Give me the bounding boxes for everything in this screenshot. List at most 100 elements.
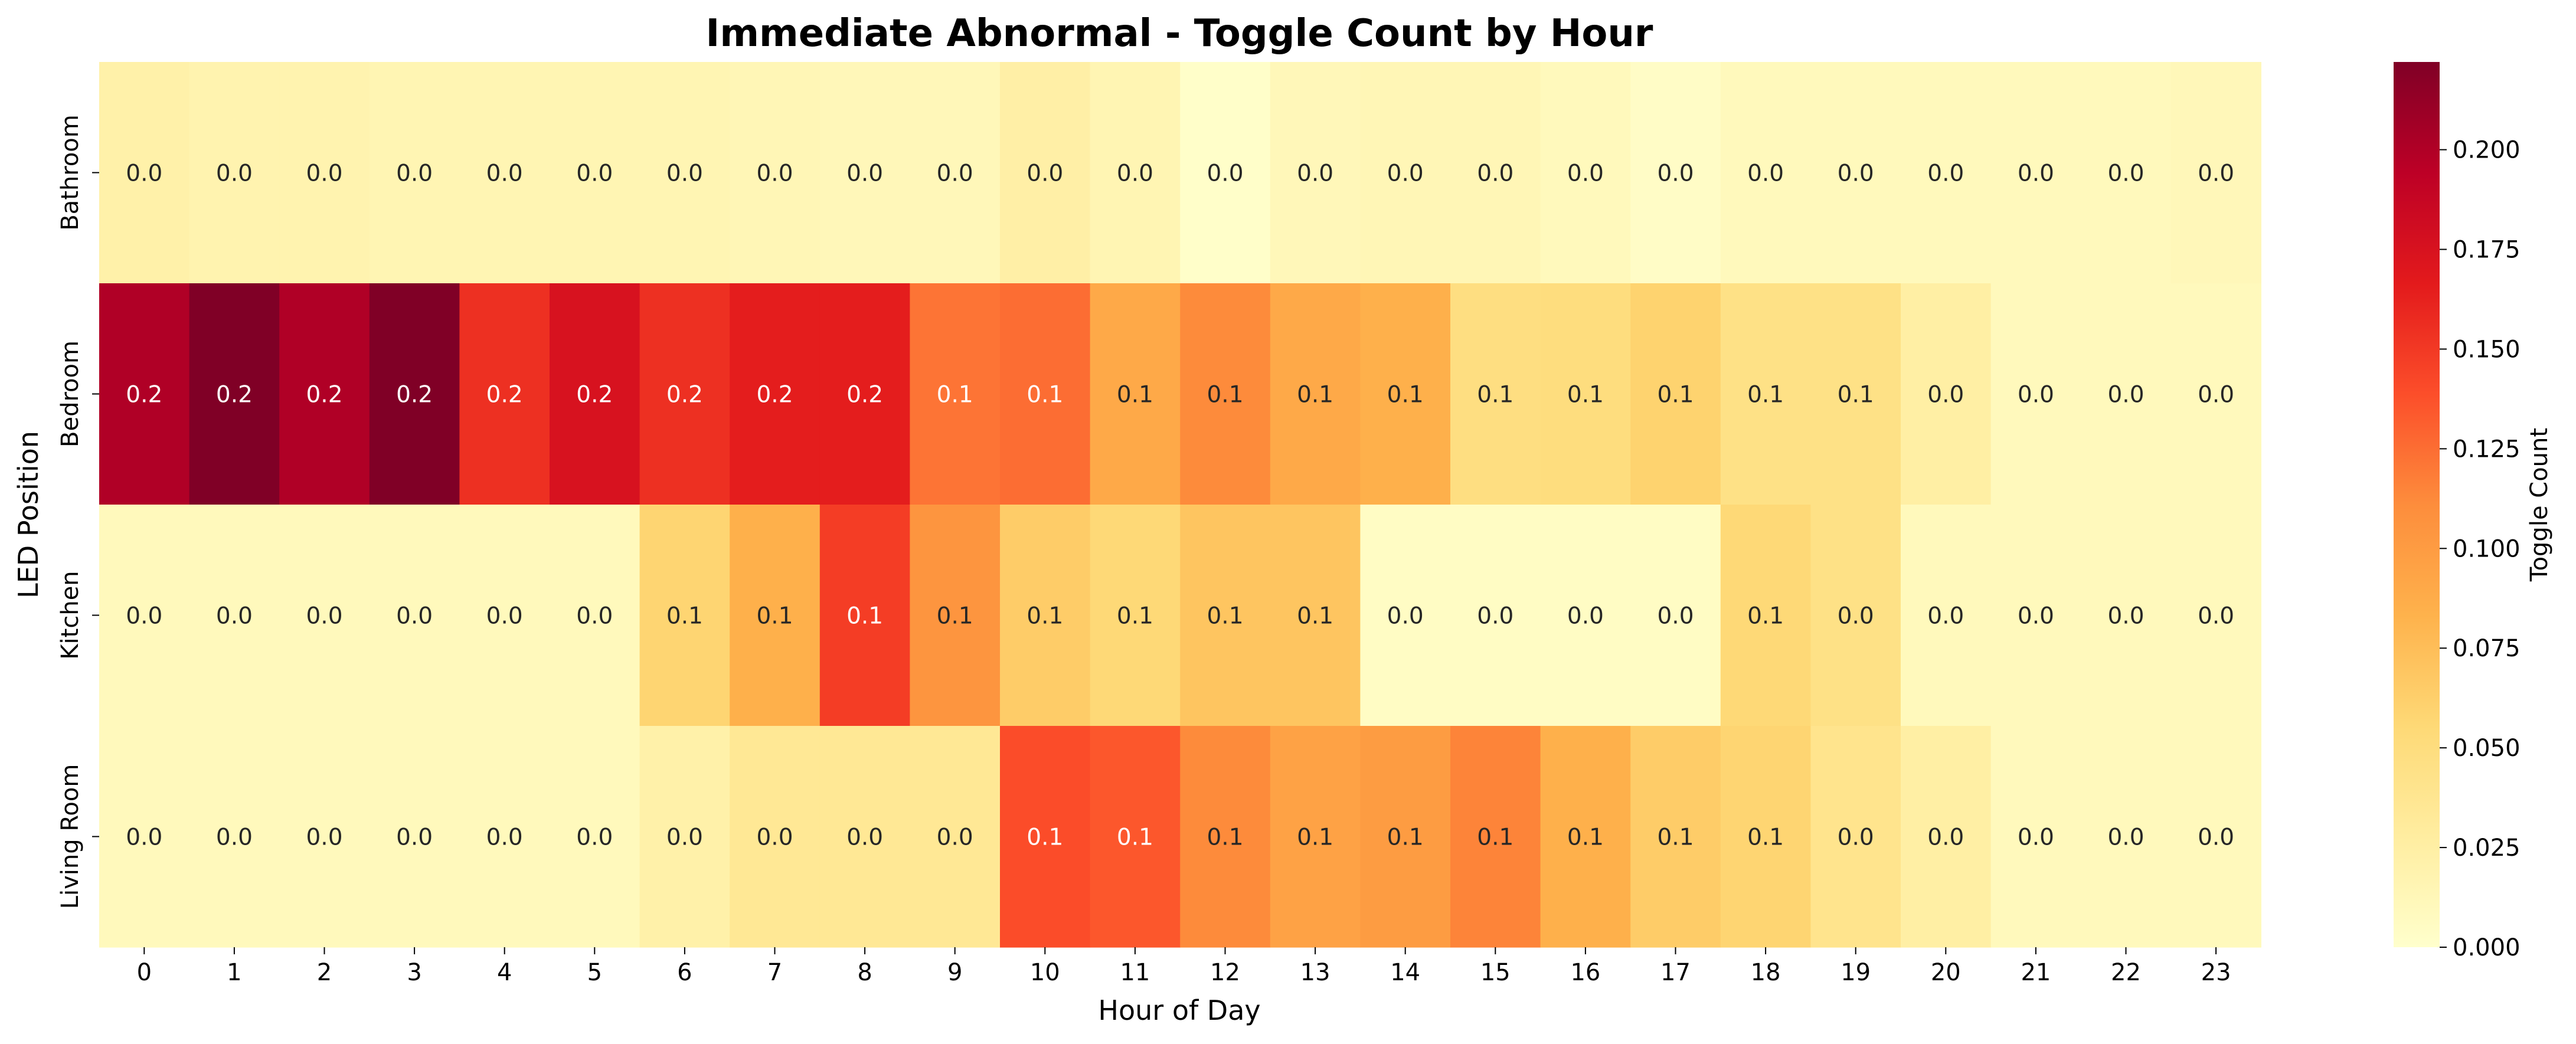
cell-value-label: 0.0 bbox=[1838, 824, 1874, 851]
cell-value-label: 0.0 bbox=[1387, 603, 1424, 630]
colorbar-ticks: 0.000 0.025 0.050 0.075 0.100 0.125 0.150 0.175… bbox=[2440, 137, 2521, 961]
heatmap-cell bbox=[1901, 62, 1992, 284]
cell-value-label: 0.1 bbox=[666, 603, 703, 630]
cell-value-label: 0.0 bbox=[1657, 161, 1694, 187]
cell-value-label: 0.2 bbox=[756, 382, 793, 408]
cell-value-label: 0.0 bbox=[2107, 603, 2144, 630]
cell-value-label: 0.1 bbox=[1207, 824, 1243, 851]
colorbar-label: Toggle Count bbox=[2526, 428, 2553, 582]
y-axis-label: LED Position bbox=[12, 431, 44, 598]
heatmap-cell bbox=[910, 283, 1001, 505]
x-tick-label: 4 bbox=[497, 959, 512, 986]
cell-value-label: 0.0 bbox=[216, 161, 253, 187]
heatmap-cell bbox=[910, 726, 1001, 948]
cell-value-label: 0.1 bbox=[1207, 603, 1243, 630]
heatmap-cell bbox=[1360, 505, 1451, 726]
y-tick-label: Living Room bbox=[57, 764, 84, 909]
cell-value-label: 0.0 bbox=[1387, 161, 1424, 187]
heatmap-cell bbox=[910, 505, 1001, 726]
x-tick-label: 10 bbox=[1030, 959, 1060, 986]
cell-value-label: 0.2 bbox=[126, 382, 162, 408]
heatmap-cell-labels: 0.0 0.0 0.0 0.0 0.0 0.0 0.0 0.0 0.0 0.0 0.0 0.0 0.0 0… bbox=[126, 161, 2234, 851]
cell-value-label: 0.1 bbox=[1117, 824, 1153, 851]
heatmap-cell bbox=[1720, 726, 1811, 948]
heatmap-cell bbox=[99, 62, 190, 284]
heatmap-cell bbox=[2081, 726, 2172, 948]
heatmap-cell bbox=[1450, 505, 1541, 726]
x-tick-label: 6 bbox=[677, 959, 692, 986]
heatmap-cell bbox=[1180, 505, 1271, 726]
heatmap-cell bbox=[2170, 283, 2261, 505]
heatmap-cell bbox=[1540, 726, 1631, 948]
x-tick-label: 17 bbox=[1660, 959, 1691, 986]
cell-value-label: 0.0 bbox=[1657, 603, 1694, 630]
heatmap-cell bbox=[1901, 726, 1992, 948]
heatmap-cell bbox=[189, 726, 280, 948]
chart-title: Immediate Abnormal - Toggle Count by Hou… bbox=[706, 12, 1653, 55]
cell-value-label: 0.2 bbox=[396, 382, 433, 408]
heatmap-cell bbox=[730, 726, 820, 948]
cell-value-label: 0.0 bbox=[2018, 161, 2054, 187]
cell-value-label: 0.0 bbox=[1838, 603, 1874, 630]
cell-value-label: 0.0 bbox=[126, 603, 162, 630]
cell-value-label: 0.1 bbox=[1387, 382, 1424, 408]
heatmap-cell bbox=[369, 62, 460, 284]
cell-value-label: 0.0 bbox=[576, 161, 613, 187]
cell-value-label: 0.1 bbox=[1747, 603, 1784, 630]
x-tick-label: 22 bbox=[2111, 959, 2141, 986]
cell-value-label: 0.1 bbox=[1117, 603, 1153, 630]
heatmap-cell bbox=[279, 726, 370, 948]
heatmap-cell bbox=[369, 283, 460, 505]
colorbar-tick-label: 0.050 bbox=[2453, 735, 2521, 762]
heatmap-cell bbox=[1810, 505, 1901, 726]
heatmap-cell bbox=[550, 726, 640, 948]
heatmap-cell bbox=[1630, 505, 1721, 726]
heatmap-cell bbox=[1270, 505, 1361, 726]
cell-value-label: 0.0 bbox=[486, 161, 523, 187]
heatmap-cell bbox=[2170, 505, 2261, 726]
cell-value-label: 0.0 bbox=[396, 824, 433, 851]
cell-value-label: 0.0 bbox=[1747, 161, 1784, 187]
cell-value-label: 0.0 bbox=[1927, 824, 1964, 851]
heatmap-cell bbox=[1540, 62, 1631, 284]
cell-value-label: 0.0 bbox=[2018, 382, 2054, 408]
cell-value-label: 0.0 bbox=[937, 824, 973, 851]
cell-value-label: 0.0 bbox=[216, 824, 253, 851]
colorbar-tick-label: 0.200 bbox=[2453, 137, 2521, 164]
cell-value-label: 0.0 bbox=[2198, 824, 2234, 851]
heatmap-cells bbox=[99, 62, 2261, 948]
colorbar-tick-label: 0.150 bbox=[2453, 336, 2521, 363]
heatmap-cell bbox=[1630, 283, 1721, 505]
cell-value-label: 0.0 bbox=[846, 824, 883, 851]
heatmap-cell bbox=[1901, 283, 1992, 505]
heatmap-cell bbox=[1270, 726, 1361, 948]
x-tick-label: 15 bbox=[1480, 959, 1511, 986]
heatmap-cell bbox=[2081, 505, 2172, 726]
heatmap-cell bbox=[1180, 62, 1271, 284]
heatmap-cell bbox=[189, 62, 280, 284]
heatmap-cell bbox=[1901, 505, 1992, 726]
cell-value-label: 0.0 bbox=[2107, 824, 2144, 851]
cell-value-label: 0.0 bbox=[2198, 603, 2234, 630]
x-tick-label: 3 bbox=[407, 959, 421, 986]
cell-value-label: 0.1 bbox=[1838, 382, 1874, 408]
cell-value-label: 0.2 bbox=[306, 382, 342, 408]
heatmap-cell bbox=[1450, 283, 1541, 505]
heatmap-cell bbox=[459, 283, 550, 505]
heatmap-cell bbox=[1360, 62, 1451, 284]
heatmap-cell bbox=[1090, 505, 1181, 726]
y-tick-label: Bathroom bbox=[57, 114, 84, 230]
x-tick-label: 7 bbox=[767, 959, 782, 986]
cell-value-label: 0.0 bbox=[1027, 161, 1063, 187]
x-tick-label: 16 bbox=[1570, 959, 1600, 986]
heatmap-cell bbox=[459, 726, 550, 948]
cell-value-label: 0.1 bbox=[846, 603, 883, 630]
heatmap-cell bbox=[550, 283, 640, 505]
cell-value-label: 0.1 bbox=[1747, 824, 1784, 851]
heatmap-cell bbox=[2170, 62, 2261, 284]
cell-value-label: 0.1 bbox=[1297, 382, 1333, 408]
x-tick-label: 0 bbox=[137, 959, 152, 986]
heatmap-cell bbox=[1000, 62, 1091, 284]
cell-value-label: 0.0 bbox=[756, 161, 793, 187]
heatmap-cell bbox=[189, 505, 280, 726]
